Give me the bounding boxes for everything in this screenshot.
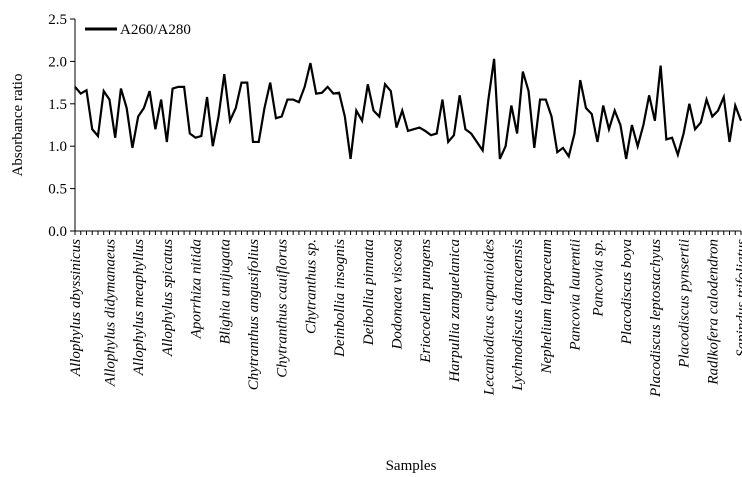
x-tick-label: Deibollia pinnata	[361, 239, 377, 346]
x-tick-label: Harpullia zanguelanica	[447, 239, 463, 383]
x-tick-label: Aporrhiza nitida	[189, 239, 205, 339]
x-tick-label: Allophylus spicatus	[160, 239, 176, 357]
x-tick-label: Deinbollia insognis	[332, 239, 348, 358]
data-line	[74, 58, 742, 160]
x-tick-label: Radlkofera calodendron	[705, 239, 721, 386]
y-tick-label: 2.0	[48, 54, 67, 70]
x-tick-label: Allophylus meaphyllus	[131, 239, 147, 376]
x-tick-label: Placodiscus leptostachyus	[648, 239, 664, 398]
x-tick-label: Chytranthus cauiflorus	[275, 239, 291, 378]
y-tick-label: 1.5	[48, 97, 67, 113]
x-tick-label: Chytranthus angusifolius	[246, 239, 262, 390]
y-tick-label: 2.5	[48, 12, 67, 28]
x-tick-label: Lychnodiscus dancaensis	[510, 239, 526, 392]
x-tick-label: Allophylus didymanaeus	[102, 239, 118, 387]
x-tick-label: Chytranthus sp.	[303, 239, 319, 334]
x-axis-label: Samples	[386, 458, 437, 474]
legend-label: A260/A280	[120, 22, 191, 38]
y-tick-label: 1.0	[48, 139, 67, 155]
x-tick-label: Placodiscus pynsertii	[677, 239, 693, 369]
y-tick-label: 0.0	[48, 224, 67, 240]
y-tick-label: 0.5	[48, 182, 67, 198]
x-tick-label: Allophylus abyssinicus	[68, 239, 84, 377]
y-axis-label: Absorbance ratio	[10, 74, 26, 177]
x-tick-label: Placodiscus boya	[619, 239, 635, 345]
x-tick-label: Lecaniodicus cupanioides	[481, 239, 497, 396]
x-tick-label: Pancovia laurentii	[568, 239, 584, 352]
x-tick-label: Blighia unijugata	[217, 239, 233, 344]
x-tick-label: Eriocoelum pungens	[418, 239, 434, 364]
x-tick-label: Pancovia sp.	[590, 239, 606, 317]
x-tick-label: Sapindus trifoliatus	[734, 239, 742, 357]
x-tick-label: Dodonaea viscosa	[390, 239, 406, 350]
x-tick-label: Nephelium lappaceum	[539, 239, 555, 375]
